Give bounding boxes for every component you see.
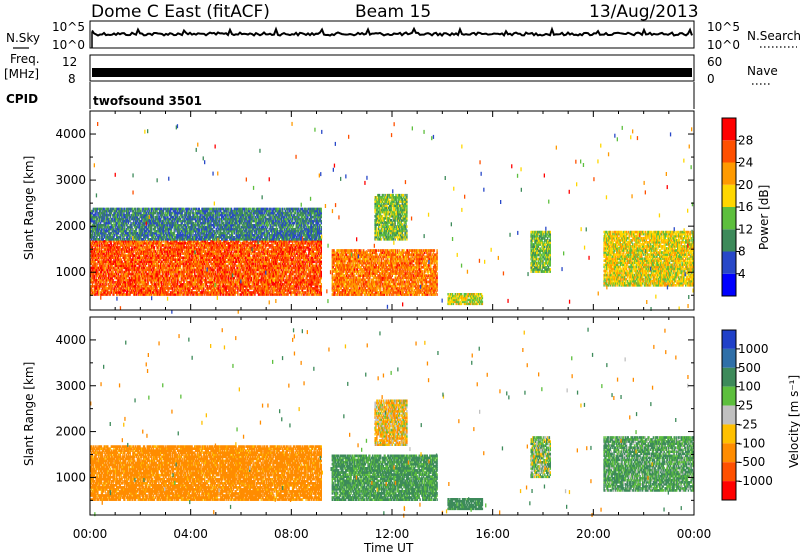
- radar-summary-plot: Dome C East (fitACF) Beam 15 13/Aug/2013…: [0, 0, 800, 554]
- freq-trace: [92, 68, 692, 77]
- cpid-strip: CPID twofsound 3501: [6, 82, 694, 109]
- date-label: 13/Aug/2013: [589, 2, 699, 22]
- power-data-layer: [90, 122, 695, 314]
- nsky-strip: N.Sky 10^5 10^0 10^5 10^0 N.Search: [6, 20, 800, 52]
- nsky-tick-top: 10^5: [52, 20, 85, 34]
- nave-label: Nave: [747, 64, 778, 78]
- cpid-text: twofsound 3501: [93, 94, 202, 108]
- freq-tick-top: 12: [62, 55, 77, 69]
- freq-unit-label: [MHz]: [4, 67, 39, 81]
- nsky-tick-bottom: 10^0: [52, 38, 85, 52]
- nsearch-tick-top: 10^5: [707, 20, 740, 34]
- data-cell: [112, 279, 113, 282]
- data-cell: [215, 271, 216, 274]
- nave-tick-bottom: 0: [707, 72, 715, 86]
- beam-label: Beam 15: [355, 2, 431, 22]
- nsky-trace: [92, 29, 692, 36]
- freq-label: Freq.: [10, 52, 40, 66]
- freq-strip: Freq. [MHz] 12 8 60 0 Nave: [4, 52, 778, 86]
- nsearch-tick-bottom: 10^0: [707, 38, 740, 52]
- data-cell: [154, 246, 155, 249]
- nsky-label: N.Sky: [6, 31, 40, 45]
- nave-tick-top: 60: [707, 55, 722, 69]
- nsearch-label: N.Search: [747, 29, 800, 43]
- freq-tick-bottom: 8: [68, 72, 76, 86]
- plot-title: Dome C East (fitACF): [91, 2, 270, 22]
- cpid-label: CPID: [6, 92, 38, 106]
- data-cell: [251, 277, 252, 280]
